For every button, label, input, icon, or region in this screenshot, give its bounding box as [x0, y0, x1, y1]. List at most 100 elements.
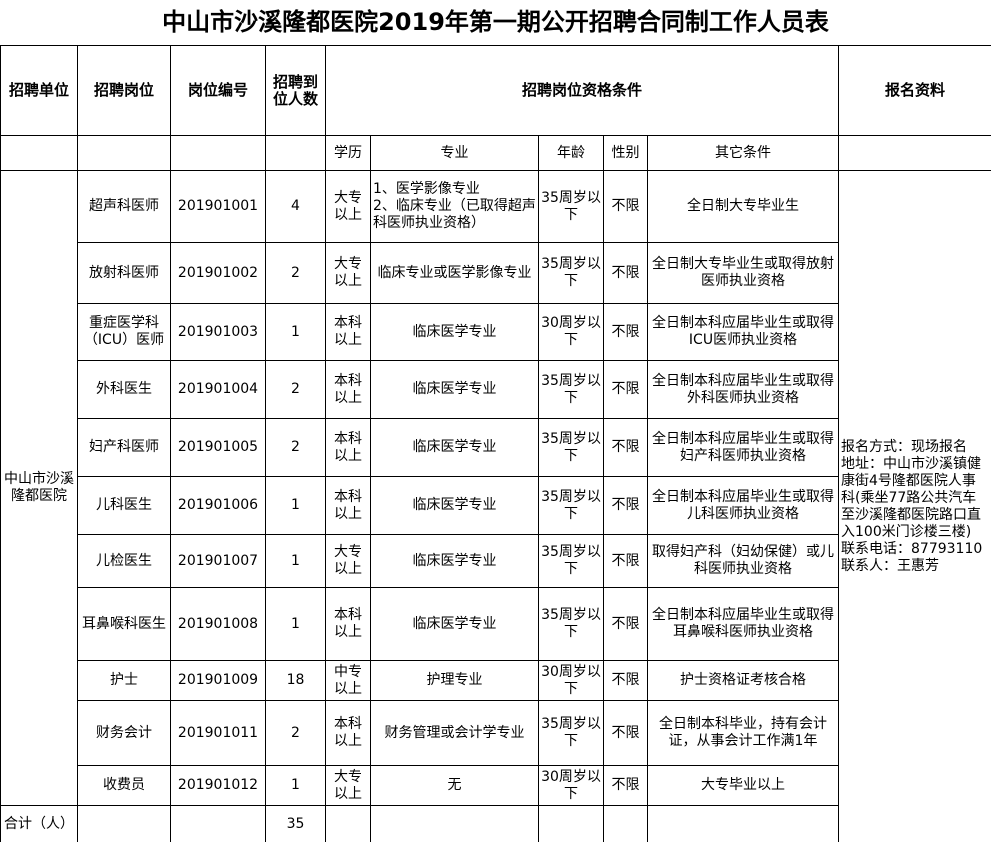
major: 临床医学专业	[370, 303, 539, 361]
table-row: 招聘单位 招聘岗位 岗位编号 招聘到位人数 招聘岗位资格条件 报名资料	[0, 45, 991, 136]
empty-cell	[77, 805, 171, 842]
registration-cell: 报名方式：现场报名 地址：中山市沙溪镇健康街4号隆都医院人事科(乘坐77路公共汽…	[838, 170, 991, 842]
empty-cell	[538, 805, 604, 842]
major: 临床专业或医学影像专业	[370, 242, 539, 304]
gender: 不限	[603, 360, 648, 419]
count: 2	[265, 360, 326, 419]
post-code: 201901003	[170, 303, 266, 361]
post-code: 201901006	[170, 476, 266, 535]
header-cell: 报名资料	[838, 45, 991, 136]
other-requirements: 全日制本科应届毕业生或取得儿科医师执业资格	[646, 476, 840, 535]
gender: 不限	[603, 418, 648, 477]
post-code: 201901005	[170, 418, 266, 477]
post-code: 201901009	[170, 660, 266, 701]
age: 35周岁以下	[538, 476, 604, 535]
empty-cell	[603, 805, 648, 842]
header-cell: 招聘单位	[0, 45, 78, 136]
other-requirements: 全日制本科应届毕业生或取得耳鼻喉科医师执业资格	[646, 587, 840, 661]
table-row: 财务会计 201901011 2 本科以上 财务管理或会计学专业 35周岁以下 不限 全日制本…	[1, 700, 991, 766]
title: 中山市沙溪隆都医院2019年第一期公开招聘合同制工作人员表	[162, 8, 829, 36]
education: 本科以上	[325, 587, 371, 661]
recruit-table: 招聘单位 招聘岗位 岗位编号 招聘到位人数 招聘岗位资格条件 报名资料 学历 专业 年龄 性别 其它…	[0, 45, 991, 842]
header-cell: 招聘岗位资格条件	[324, 45, 840, 136]
major: 临床医学专业	[370, 587, 539, 661]
post-code: 201901011	[170, 700, 266, 766]
empty-cell	[170, 135, 266, 171]
empty-cell	[646, 805, 840, 842]
other-requirements: 全日制大专毕业生	[646, 170, 840, 243]
header-cell: 岗位编号	[170, 45, 266, 136]
other-requirements: 全日制本科毕业，持有会计证，从事会计工作满1年	[646, 700, 840, 766]
table-row: 耳鼻喉科医生 201901008 1 本科以上 临床医学专业 35周岁以下 不限 全日制本科应…	[1, 587, 991, 661]
education: 本科以上	[325, 476, 371, 535]
gender: 不限	[603, 660, 648, 701]
table-row: 放射科医师 201901002 2 大专以上 临床专业或医学影像专业 35周岁以下 不限 全日…	[1, 242, 991, 304]
education: 中专以上	[325, 660, 371, 701]
education: 本科以上	[325, 303, 371, 361]
empty-cell	[265, 135, 326, 171]
subheader-cell: 性别	[603, 135, 648, 171]
table-row: 妇产科医师 201901005 2 本科以上 临床医学专业 35周岁以下 不限 全日制本科应届…	[1, 418, 991, 477]
post: 财务会计	[77, 700, 171, 766]
count: 1	[265, 534, 326, 588]
major: 临床医学专业	[370, 418, 539, 477]
total-label: 合计（人）	[0, 805, 78, 842]
gender: 不限	[603, 303, 648, 361]
count: 2	[265, 242, 326, 304]
education: 大专以上	[325, 170, 371, 243]
gender: 不限	[603, 534, 648, 588]
age: 35周岁以下	[538, 242, 604, 304]
subheader-cell: 专业	[370, 135, 539, 171]
count: 4	[265, 170, 326, 243]
empty-cell	[838, 135, 991, 171]
other-requirements: 全日制本科应届毕业生或取得ICU医师执业资格	[646, 303, 840, 361]
other-requirements: 全日制本科应届毕业生或取得外科医师执业资格	[646, 360, 840, 419]
empty-cell	[370, 805, 539, 842]
post: 护士	[77, 660, 171, 701]
post-code: 201901004	[170, 360, 266, 419]
post-code: 201901007	[170, 534, 266, 588]
major: 护理专业	[370, 660, 539, 701]
post-code: 201901001	[170, 170, 266, 243]
education: 大专以上	[325, 534, 371, 588]
other-requirements: 取得妇产科（妇幼保健）或儿科医师执业资格	[646, 534, 840, 588]
table-row: 学历 专业 年龄 性别 其它条件	[0, 135, 991, 171]
gender: 不限	[603, 765, 648, 806]
education: 本科以上	[325, 700, 371, 766]
table-row: 中山市沙溪隆都医院 超声科医师 201901001 4 大专以上 1、医学影像专业 2、临…	[0, 170, 991, 842]
gender: 不限	[603, 170, 648, 243]
education: 本科以上	[325, 360, 371, 419]
post: 放射科医师	[77, 242, 171, 304]
age: 30周岁以下	[538, 660, 604, 701]
education: 大专以上	[325, 242, 371, 304]
header-cell: 招聘岗位	[77, 45, 171, 136]
count: 1	[265, 587, 326, 661]
age: 35周岁以下	[538, 700, 604, 766]
count: 1	[265, 303, 326, 361]
gender: 不限	[603, 700, 648, 766]
total-value: 35	[265, 805, 326, 842]
post: 耳鼻喉科医生	[77, 587, 171, 661]
other-requirements: 护士资格证考核合格	[646, 660, 840, 701]
unit-cell: 中山市沙溪隆都医院	[0, 170, 78, 806]
empty-cell	[325, 805, 371, 842]
post-code: 201901012	[170, 765, 266, 806]
age: 30周岁以下	[538, 765, 604, 806]
post: 儿科医生	[77, 476, 171, 535]
age: 30周岁以下	[538, 303, 604, 361]
education: 大专以上	[325, 765, 371, 806]
empty-cell	[77, 135, 171, 171]
count: 1	[265, 476, 326, 535]
table-row: 护士 201901009 18 中专以上 护理专业 30周岁以下 不限 护士资格证考核合格	[1, 660, 991, 701]
subheader-cell: 其它条件	[646, 135, 840, 171]
post: 外科医生	[77, 360, 171, 419]
subheader-cell: 年龄	[538, 135, 604, 171]
subheader-cell: 学历	[325, 135, 371, 171]
other-requirements: 大专毕业以上	[646, 765, 840, 806]
major: 1、医学影像专业 2、临床专业（已取得超声科医师执业资格）	[370, 170, 539, 243]
age: 35周岁以下	[538, 534, 604, 588]
count: 2	[265, 418, 326, 477]
age: 35周岁以下	[538, 418, 604, 477]
table-row: 合计（人） 35	[0, 805, 991, 842]
